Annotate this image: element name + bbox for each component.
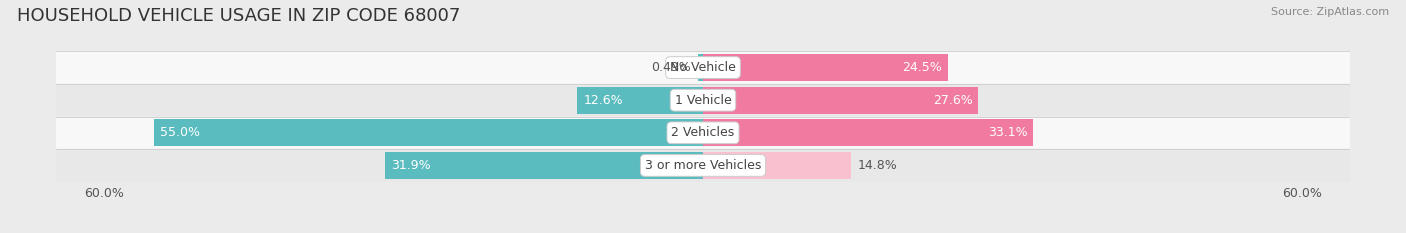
Bar bbox=[56, 149, 1350, 182]
Bar bbox=[56, 84, 1350, 116]
Bar bbox=[703, 120, 1033, 146]
Bar bbox=[703, 152, 851, 179]
Bar bbox=[578, 87, 703, 113]
Text: 12.6%: 12.6% bbox=[583, 94, 623, 107]
Text: 55.0%: 55.0% bbox=[160, 126, 200, 139]
Text: 3 or more Vehicles: 3 or more Vehicles bbox=[645, 159, 761, 172]
Text: 1 Vehicle: 1 Vehicle bbox=[675, 94, 731, 107]
Text: HOUSEHOLD VEHICLE USAGE IN ZIP CODE 68007: HOUSEHOLD VEHICLE USAGE IN ZIP CODE 6800… bbox=[17, 7, 460, 25]
Text: 2 Vehicles: 2 Vehicles bbox=[672, 126, 734, 139]
Text: 27.6%: 27.6% bbox=[932, 94, 973, 107]
Text: 31.9%: 31.9% bbox=[391, 159, 430, 172]
Text: 24.5%: 24.5% bbox=[901, 61, 942, 74]
Bar bbox=[56, 51, 1350, 84]
Text: 0.49%: 0.49% bbox=[651, 61, 690, 74]
Text: 33.1%: 33.1% bbox=[988, 126, 1028, 139]
Bar bbox=[385, 152, 703, 179]
Bar bbox=[703, 54, 948, 81]
Bar bbox=[703, 87, 979, 113]
Bar bbox=[56, 116, 1350, 149]
Bar bbox=[155, 120, 703, 146]
Text: 14.8%: 14.8% bbox=[858, 159, 897, 172]
Text: Source: ZipAtlas.com: Source: ZipAtlas.com bbox=[1271, 7, 1389, 17]
Text: No Vehicle: No Vehicle bbox=[671, 61, 735, 74]
Bar bbox=[699, 54, 703, 81]
